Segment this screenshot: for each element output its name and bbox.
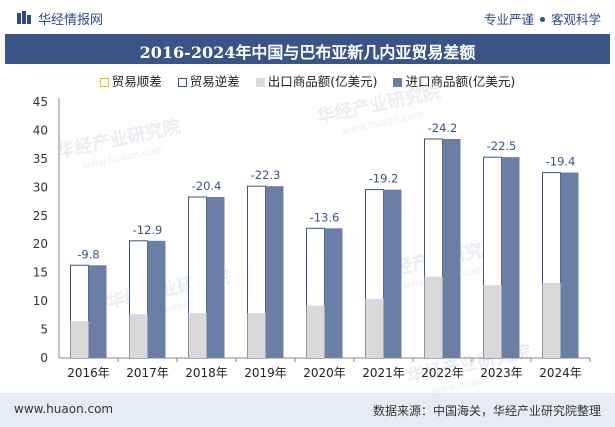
legend-swatch-import [393,78,403,87]
tagline-dot [539,17,545,22]
export-bar [70,321,89,358]
deficit-value-label: -24.2 [428,121,458,135]
y-tick-label: 15 [33,266,48,280]
legend-swatch-deficit [177,78,187,87]
deficit-value-label: -13.6 [310,210,340,224]
brand-name: 华经情报网 [38,13,104,28]
deficit-value-label: -9.8 [77,247,99,261]
legend-item-import: 进口商品额(亿美元) [393,71,515,90]
import-bar [206,197,225,358]
import-bar [88,265,107,358]
legend-swatch-surplus [99,78,109,87]
x-tick-label: 2021年 [362,366,405,380]
legend-item-export: 出口商品额(亿美元) [255,71,378,90]
title-bar: 2016-2024年中国与巴布亚新几内亚贸易差额 [5,34,610,64]
x-tick-label: 2017年 [126,366,169,380]
export-bar [483,285,502,358]
y-tick-label: 45 [33,95,48,109]
y-tick-label: 5 [40,323,48,337]
export-bar [365,298,384,358]
import-bar [560,172,579,358]
y-tick-label: 0 [40,351,48,365]
x-tick-label: 2024年 [539,366,582,380]
footer-url: www.huaon.com [14,402,114,416]
deficit-value-label: -20.4 [192,179,222,193]
deficit-value-label: -22.5 [487,139,517,153]
import-bar [147,240,166,358]
legend-item-deficit: 贸易逆差 [177,71,240,90]
export-bar [188,313,207,358]
legend-label: 贸易逆差 [189,74,240,89]
logo-icon [17,11,31,24]
y-tick-label: 10 [33,294,48,308]
export-bar [247,313,266,358]
x-tick-label: 2019年 [244,366,287,380]
deficit-value-label: -22.3 [251,168,281,182]
tagline: 专业严谨 客观科学 [484,9,601,28]
import-bar [442,138,461,358]
chart-title: 2016-2024年中国与巴布亚新几内亚贸易差额 [139,43,476,62]
export-bar [129,314,148,358]
deficit-value-label: -19.2 [369,172,399,186]
legend: 贸易顺差 贸易逆差 出口商品额(亿美元) 进口商品额(亿美元) [0,71,615,91]
y-tick-label: 30 [33,180,48,194]
footer-source: 数据来源：中国海关，华经产业研究院整理 [372,404,601,418]
legend-item-surplus: 贸易顺差 [99,71,162,90]
export-bar [306,305,325,358]
x-tick-label: 2020年 [303,366,346,380]
legend-label: 出口商品额(亿美元) [267,74,378,89]
import-bar [324,228,343,358]
x-tick-label: 2023年 [480,366,523,380]
y-tick-label: 35 [33,152,48,166]
deficit-value-label: -12.9 [133,223,163,237]
tagline-left: 专业严谨 [483,12,534,27]
x-tick-label: 2022年 [421,366,464,380]
import-bar [501,157,520,358]
legend-label: 贸易顺差 [111,74,162,89]
legend-label: 进口商品额(亿美元) [405,74,516,89]
x-tick-label: 2018年 [185,366,228,380]
y-tick-label: 25 [33,209,48,223]
top-bar: 华经情报网 专业严谨 客观科学 [0,0,615,34]
deficit-value-label: -19.4 [546,155,576,169]
tagline-right: 客观科学 [550,12,601,27]
export-bar [542,282,561,358]
export-bar [424,276,443,358]
y-tick-label: 40 [33,123,48,137]
y-tick-label: 20 [33,237,48,251]
import-bar [383,189,402,358]
footer-bar: www.huaon.com 数据来源：中国海关，华经产业研究院整理 [0,393,615,427]
import-bar [265,186,284,358]
x-tick-label: 2016年 [67,366,110,380]
legend-swatch-export [255,78,265,87]
